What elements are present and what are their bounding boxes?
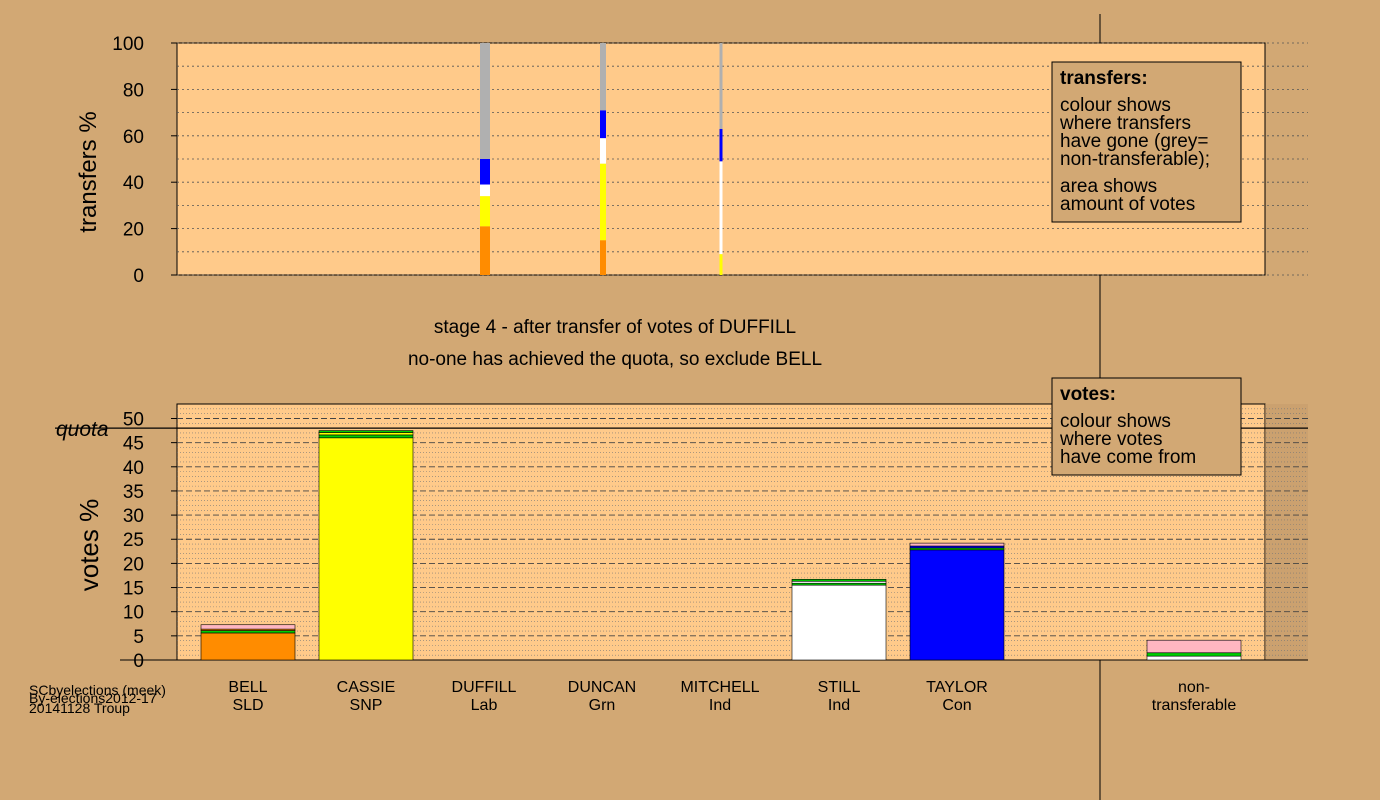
vote-segment [1146, 639, 1242, 654]
y-tick-label: 0 [133, 266, 144, 287]
vote-segment [200, 624, 296, 630]
transfer-segment [719, 128, 723, 162]
transfers-legend-title: transfers: [1060, 68, 1148, 89]
vote-segment [791, 584, 887, 661]
candidate-party: Lab [471, 697, 498, 714]
transfers-y-axis-label: transfers % [75, 111, 102, 232]
y-tick-label: 30 [123, 506, 144, 527]
transfers-bars [480, 43, 723, 275]
stage-subtitle: no-one has achieved the quota, so exclud… [408, 349, 822, 370]
credit-line: SCbyelections (meek) [29, 682, 166, 698]
candidate-name: DUFFILL [452, 679, 517, 696]
quota-label: quota [56, 418, 109, 441]
y-tick-label: 5 [133, 627, 144, 648]
y-tick-label: 100 [112, 34, 144, 55]
transfer-segment [480, 184, 490, 197]
y-tick-label: 50 [123, 409, 144, 430]
vote-segment [791, 579, 887, 582]
transfer-segment [600, 163, 606, 241]
votes-legend: votes: colour shows where votes have com… [1051, 377, 1242, 476]
candidate-name: BELL [228, 679, 267, 696]
credit-line: By-elections2012-17 [29, 690, 157, 706]
transfer-segment [480, 196, 490, 227]
vote-segment [318, 434, 414, 439]
candidate-party: Ind [828, 697, 850, 714]
vote-segment [1146, 652, 1242, 657]
transfer-segment [719, 161, 723, 255]
transfer-segment [719, 254, 723, 275]
transfer-segment [480, 159, 490, 185]
y-tick-label: 40 [123, 458, 144, 479]
votes-legend-title: votes: [1060, 384, 1116, 405]
transfer-segment [480, 43, 490, 159]
transfers-legend-line: have gone (grey= [1060, 131, 1208, 152]
y-tick-label: 20 [123, 554, 144, 575]
transfer-segment [480, 226, 490, 275]
candidate-party: Con [942, 697, 971, 714]
transfers-legend: transfers: colour shows where transfers … [1051, 61, 1242, 223]
transfers-gridlines [177, 42, 1308, 276]
candidate-name: MITCHELL [680, 679, 759, 696]
candidate-party: Grn [589, 697, 616, 714]
votes-legend-line: colour shows [1060, 411, 1171, 432]
transfer-segment [600, 110, 606, 139]
candidate-name: CASSIE [337, 679, 396, 696]
y-tick-label: 10 [123, 603, 144, 624]
transfers-legend-box [1051, 61, 1242, 223]
transfers-legend-line: where transfers [1059, 113, 1191, 134]
transfers-legend-line: non-transferable); [1060, 149, 1210, 170]
candidate-name: TAYLOR [926, 679, 988, 696]
y-tick-label: 40 [123, 173, 144, 194]
transfers-legend-line: colour shows [1060, 95, 1171, 116]
stage-title: stage 4 - after transfer of votes of DUF… [434, 317, 796, 338]
vote-segment [318, 437, 414, 661]
transfer-segment [719, 43, 723, 129]
transfer-segment [600, 43, 606, 111]
transfers-legend-line: area shows [1060, 176, 1157, 197]
vote-segment [318, 432, 414, 436]
y-tick-label: 20 [123, 220, 144, 241]
votes-legend-line: where votes [1059, 429, 1162, 450]
vote-segment [909, 549, 1005, 661]
transfers-legend-line: amount of votes [1060, 194, 1195, 215]
credit-line: 20141128 Troup [29, 700, 130, 716]
candidate-party: transferable [1152, 697, 1237, 714]
y-tick-label: 45 [123, 434, 144, 455]
vote-segment [318, 430, 414, 433]
candidate-party: SLD [232, 697, 263, 714]
transfers-y-ticks: 0 20 40 60 80 100 [112, 34, 177, 287]
candidate-name: DUNCAN [568, 679, 636, 696]
y-tick-label: 80 [123, 80, 144, 101]
candidate-name: STILL [818, 679, 861, 696]
votes-bars [200, 430, 1242, 661]
votes-y-axis-label: votes % [74, 499, 104, 592]
transfer-segment [600, 240, 606, 275]
votes-legend-line: have come from [1060, 447, 1196, 468]
y-tick-label: 60 [123, 127, 144, 148]
y-tick-label: 15 [123, 579, 144, 600]
vote-segment [909, 542, 1005, 547]
candidate-party: Ind [709, 697, 731, 714]
candidate-party: SNP [350, 697, 383, 714]
vote-segment [1146, 655, 1242, 661]
candidate-name: non- [1178, 679, 1210, 696]
y-tick-label: 0 [133, 651, 144, 672]
vote-segment [200, 630, 296, 634]
votes-y-ticks: 0 5 10 15 20 25 30 35 40 45 50 [123, 409, 177, 672]
y-tick-label: 35 [123, 482, 144, 503]
transfer-segment [600, 138, 606, 164]
votes-legend-box [1051, 377, 1242, 476]
votes-plot-right-shade [1265, 404, 1308, 660]
vote-segment [200, 632, 296, 661]
y-tick-label: 25 [123, 530, 144, 551]
